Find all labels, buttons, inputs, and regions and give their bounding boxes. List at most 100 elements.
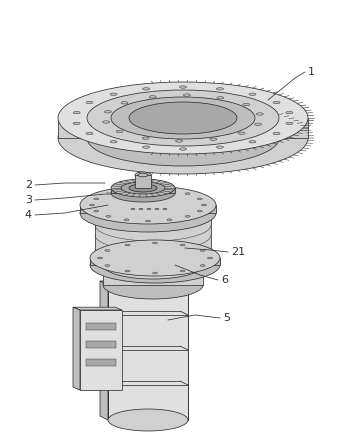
Ellipse shape: [105, 265, 110, 266]
Ellipse shape: [90, 204, 95, 206]
Ellipse shape: [80, 186, 216, 224]
Ellipse shape: [129, 184, 157, 192]
Ellipse shape: [145, 188, 150, 190]
Ellipse shape: [182, 203, 186, 205]
Ellipse shape: [180, 270, 185, 272]
Ellipse shape: [94, 198, 99, 200]
Ellipse shape: [142, 137, 149, 139]
Ellipse shape: [286, 122, 293, 125]
Ellipse shape: [135, 172, 151, 178]
Ellipse shape: [153, 242, 158, 244]
Ellipse shape: [73, 122, 80, 125]
Ellipse shape: [111, 179, 175, 197]
Polygon shape: [100, 281, 108, 420]
Bar: [86, 323, 116, 330]
Ellipse shape: [105, 250, 110, 251]
Ellipse shape: [179, 148, 187, 150]
Polygon shape: [103, 265, 203, 285]
Ellipse shape: [86, 132, 93, 135]
Ellipse shape: [103, 251, 203, 279]
Ellipse shape: [183, 94, 190, 96]
Ellipse shape: [103, 215, 107, 217]
Ellipse shape: [105, 111, 111, 113]
Ellipse shape: [238, 132, 245, 135]
Ellipse shape: [80, 194, 216, 232]
Ellipse shape: [138, 173, 148, 177]
Ellipse shape: [273, 101, 280, 104]
Ellipse shape: [243, 103, 250, 106]
Ellipse shape: [200, 265, 205, 266]
Ellipse shape: [217, 146, 223, 148]
Polygon shape: [90, 258, 220, 265]
Ellipse shape: [167, 189, 172, 191]
Ellipse shape: [200, 250, 205, 251]
Ellipse shape: [188, 223, 192, 225]
Ellipse shape: [202, 204, 207, 206]
Ellipse shape: [208, 257, 213, 259]
Ellipse shape: [111, 97, 255, 139]
Polygon shape: [58, 118, 87, 138]
Ellipse shape: [173, 226, 177, 228]
Ellipse shape: [142, 87, 150, 90]
Ellipse shape: [249, 141, 256, 143]
Ellipse shape: [110, 141, 117, 143]
Ellipse shape: [114, 205, 118, 207]
Ellipse shape: [110, 93, 117, 95]
Ellipse shape: [155, 208, 159, 210]
Polygon shape: [111, 188, 175, 193]
Ellipse shape: [95, 199, 211, 231]
Text: 1: 1: [308, 67, 315, 77]
Ellipse shape: [155, 228, 159, 230]
Polygon shape: [95, 215, 211, 255]
Ellipse shape: [185, 193, 190, 194]
Polygon shape: [73, 307, 80, 390]
Text: 4: 4: [25, 210, 32, 220]
Ellipse shape: [180, 244, 185, 246]
Ellipse shape: [106, 193, 111, 194]
Ellipse shape: [87, 90, 279, 146]
Ellipse shape: [120, 225, 124, 226]
Ellipse shape: [125, 270, 130, 272]
Ellipse shape: [149, 95, 156, 98]
Ellipse shape: [142, 146, 150, 148]
Ellipse shape: [125, 244, 130, 246]
Ellipse shape: [163, 208, 167, 210]
Ellipse shape: [103, 271, 203, 299]
Ellipse shape: [153, 272, 158, 274]
Polygon shape: [73, 307, 122, 310]
Ellipse shape: [147, 200, 151, 202]
Ellipse shape: [105, 210, 110, 212]
Ellipse shape: [58, 102, 308, 174]
Ellipse shape: [94, 210, 99, 212]
Ellipse shape: [167, 219, 172, 221]
Ellipse shape: [108, 409, 188, 431]
Polygon shape: [80, 310, 122, 390]
Ellipse shape: [217, 87, 223, 90]
Ellipse shape: [197, 198, 202, 200]
Ellipse shape: [217, 97, 224, 99]
Ellipse shape: [256, 113, 263, 115]
Ellipse shape: [121, 182, 165, 194]
Text: 5: 5: [223, 313, 230, 323]
Ellipse shape: [90, 247, 220, 283]
Ellipse shape: [103, 121, 110, 123]
Ellipse shape: [116, 130, 123, 133]
Text: 6: 6: [221, 275, 228, 285]
Ellipse shape: [90, 240, 220, 276]
Ellipse shape: [124, 189, 129, 191]
Polygon shape: [80, 205, 216, 213]
Bar: [86, 359, 116, 366]
Ellipse shape: [139, 208, 143, 210]
Ellipse shape: [136, 228, 141, 229]
Ellipse shape: [255, 123, 262, 125]
Ellipse shape: [58, 82, 308, 154]
Ellipse shape: [185, 215, 190, 217]
Ellipse shape: [249, 93, 256, 95]
Ellipse shape: [286, 111, 293, 114]
Ellipse shape: [106, 215, 111, 217]
Ellipse shape: [95, 239, 211, 271]
Polygon shape: [108, 285, 188, 420]
Text: 2: 2: [25, 180, 32, 190]
Ellipse shape: [179, 86, 187, 88]
Ellipse shape: [176, 140, 183, 142]
